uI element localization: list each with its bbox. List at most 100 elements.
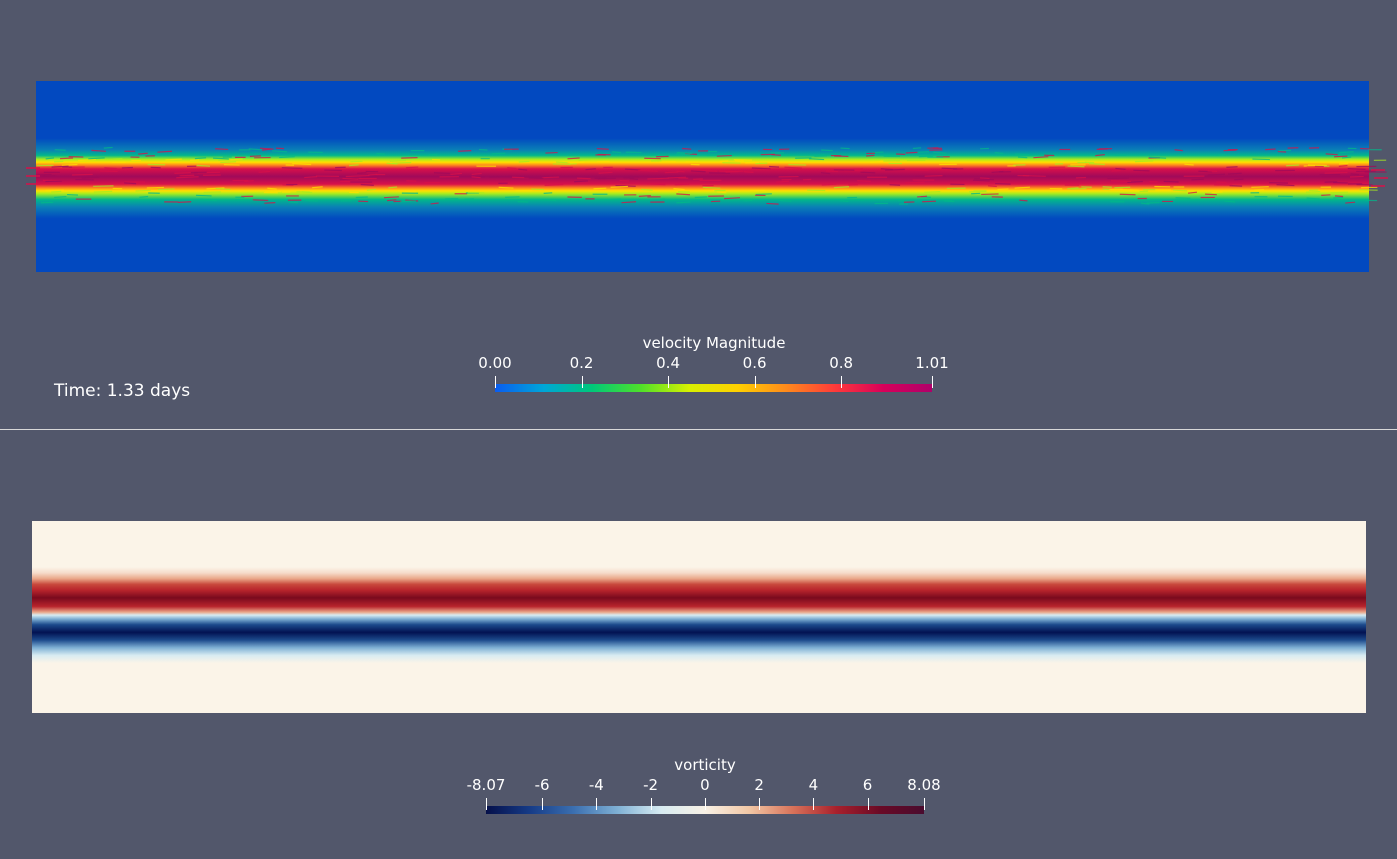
velocity-glyph [922, 200, 937, 203]
velocity-magnitude-field[interactable] [26, 80, 1388, 273]
velocity-glyph [398, 190, 416, 193]
velocity-glyph [667, 176, 687, 179]
velocity-glyph [304, 175, 318, 179]
velocity-glyph [542, 199, 557, 202]
velocity-glyph [719, 160, 729, 163]
velocity-glyph [784, 166, 803, 169]
velocity-glyph [1265, 148, 1276, 151]
velocity-glyph [433, 172, 450, 174]
velocity-glyph [36, 173, 52, 176]
velocity-glyph [578, 158, 591, 162]
velocity-glyph [531, 188, 545, 191]
velocity-glyph [567, 157, 580, 160]
velocity-glyph [651, 198, 666, 201]
velocity-glyph [45, 180, 62, 183]
velocity-glyph [1350, 173, 1360, 176]
view-splitter[interactable] [0, 429, 1397, 430]
velocity-glyph [1228, 172, 1242, 175]
velocity-glyph [195, 194, 212, 197]
velocity-glyph [218, 159, 232, 162]
velocity-glyph [1234, 178, 1244, 181]
velocity-glyph [489, 175, 513, 178]
velocity-glyph [574, 180, 588, 183]
velocity-glyph [103, 146, 113, 149]
velocity-glyph [507, 167, 517, 170]
velocity-glyph [387, 199, 397, 202]
velocity-glyph [676, 201, 691, 204]
velocity-glyph [1349, 175, 1364, 178]
velocity-glyph [312, 186, 323, 189]
velocity-glyph [674, 183, 690, 186]
velocity-glyph [885, 168, 905, 171]
velocity-glyph [673, 188, 685, 191]
velocity-glyph [1321, 194, 1331, 196]
velocity-glyph [81, 176, 100, 179]
velocity-glyph [905, 181, 925, 184]
velocity-glyph [524, 176, 544, 179]
velocity-glyph [391, 161, 412, 164]
velocity-glyph [585, 168, 596, 171]
velocity-glyph [629, 175, 640, 178]
velocity-glyph [93, 190, 113, 193]
vorticity-tick-6-mark [868, 798, 869, 810]
velocity-glyph [1216, 154, 1226, 156]
velocity-glyph [706, 154, 723, 157]
velocity-glyph [244, 180, 254, 183]
velocity-glyph [179, 174, 195, 177]
velocity-glyph [176, 176, 199, 179]
velocity-glyph [259, 147, 274, 150]
velocity-glyph [1224, 200, 1236, 203]
velocity-glyph [138, 152, 148, 155]
velocity-glyph [450, 172, 463, 176]
velocity-glyph [1141, 202, 1150, 205]
vorticity-tick-neg6-mark [542, 798, 543, 810]
velocity-tick-min-label: 0.00 [478, 354, 512, 372]
velocity-glyph [755, 193, 772, 196]
velocity-glyph [112, 157, 123, 160]
velocity-render-view[interactable]: velocity Magnitude Time: 1.33 days 0.00 0… [0, 0, 1397, 429]
velocity-glyph [569, 161, 585, 164]
velocity-tick-0p8-label: 0.8 [829, 354, 854, 372]
velocity-glyph [281, 167, 303, 169]
velocity-glyph [54, 195, 67, 199]
velocity-glyph [638, 169, 658, 172]
velocity-glyph [1095, 154, 1105, 157]
velocity-glyph [174, 171, 194, 174]
velocity-glyph [725, 170, 744, 173]
velocity-glyph [694, 196, 708, 199]
velocity-glyph [979, 177, 990, 180]
velocity-glyph [45, 157, 55, 160]
velocity-glyph [1134, 160, 1154, 163]
velocity-glyph [105, 168, 120, 171]
velocity-glyph [743, 171, 754, 174]
velocity-colorbar [495, 384, 932, 392]
velocity-glyph [942, 199, 953, 202]
velocity-glyph [458, 150, 472, 152]
velocity-glyph [924, 191, 941, 193]
vorticity-field[interactable] [32, 521, 1366, 713]
vorticity-render-view[interactable]: vorticity -8.07 -6 -4 -2 0 2 4 6 8.08 [0, 430, 1397, 859]
velocity-glyph [777, 199, 792, 202]
velocity-glyph [944, 200, 955, 203]
velocity-glyph [388, 186, 398, 189]
velocity-glyph [61, 163, 78, 166]
velocity-glyph [1033, 156, 1049, 159]
velocity-glyph [912, 147, 922, 150]
vorticity-tick-neg6-label: -6 [534, 776, 550, 794]
velocity-glyph [693, 178, 703, 181]
velocity-glyph [471, 176, 481, 179]
velocity-glyph [1014, 153, 1030, 156]
velocity-tick-max-mark [932, 376, 933, 388]
velocity-glyph [1324, 171, 1348, 174]
vorticity-tick-neg2-mark [651, 798, 652, 810]
velocity-glyphs [26, 146, 1388, 205]
velocity-glyph [248, 148, 263, 151]
velocity-glyph [675, 153, 691, 156]
velocity-glyph [808, 158, 825, 161]
velocity-glyph [1120, 188, 1139, 191]
velocity-glyph [249, 155, 262, 157]
velocity-glyph [624, 168, 641, 171]
velocity-glyph [1345, 201, 1356, 204]
velocity-glyph [264, 202, 276, 204]
velocity-glyph [1088, 163, 1105, 166]
